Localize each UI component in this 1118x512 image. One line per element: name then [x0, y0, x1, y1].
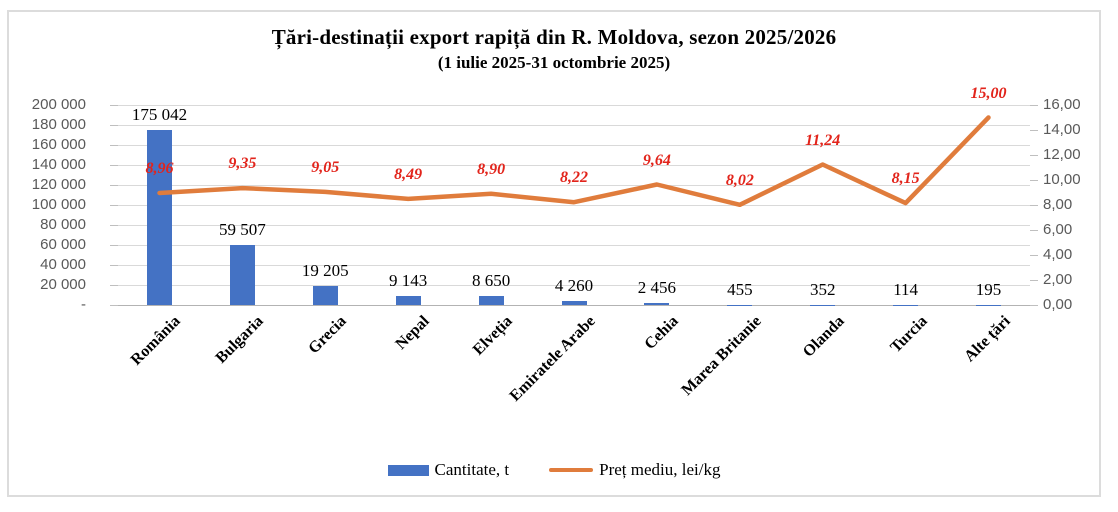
bar-romania: [146, 129, 172, 305]
bar-cehia: [644, 302, 670, 305]
gridline: [118, 105, 1030, 106]
left-axis-label: 60 000: [40, 236, 86, 253]
bar-value-label-grecia: 19 205: [301, 260, 349, 280]
chart-border: [7, 10, 1101, 497]
left-axis-label: 20 000: [40, 276, 86, 293]
right-axis-tick: [1030, 130, 1038, 131]
gridline: [118, 265, 1030, 266]
price-line: [157, 115, 991, 208]
gridline: [118, 285, 1030, 286]
bar-value-label-nepal: 9 143: [389, 270, 428, 290]
gridline: [118, 165, 1030, 166]
right-axis-tick: [1030, 155, 1038, 156]
left-axis-label: 100 000: [31, 196, 86, 213]
right-axis-label: 2,00: [1043, 271, 1073, 288]
price-line-series: [157, 115, 991, 208]
left-axis-tick: [110, 225, 118, 226]
bar-grecia: [312, 285, 338, 305]
left-axis-label: 80 000: [40, 216, 86, 233]
right-axis-label: 8,00: [1043, 196, 1073, 213]
left-axis-tick: [110, 305, 118, 306]
bar-value-label-marea-britanie: 455: [727, 279, 753, 299]
right-axis-label: 14,00: [1043, 121, 1081, 138]
left-axis-tick: [110, 245, 118, 246]
left-axis-label: 140 000: [31, 156, 86, 173]
left-axis-label: 200 000: [31, 96, 86, 113]
bar-swatch-icon: [387, 464, 429, 476]
legend-item-pret: Preț mediu, lei/kg: [549, 460, 720, 480]
bar-value-label-elvetia: 8 650: [471, 271, 511, 291]
bar-value-label-bulgaria: 59 507: [218, 220, 266, 240]
price-label-turcia: 8,15: [891, 170, 920, 188]
bar-value-label-olanda: 352: [809, 279, 836, 299]
price-label-cehia: 9,64: [642, 151, 671, 169]
left-axis-label: -: [81, 296, 86, 313]
gridline: [118, 205, 1030, 206]
left-axis-tick: [110, 165, 118, 166]
right-axis-tick: [1030, 105, 1038, 106]
line-swatch-icon: [549, 467, 594, 473]
right-axis-label: 12,00: [1043, 146, 1081, 163]
chart-title: Țări-destinații export rapiță din R. Mol…: [271, 25, 837, 49]
right-axis-label: 6,00: [1043, 221, 1073, 238]
price-label-grecia: 9,05: [311, 158, 340, 176]
price-label-nepal: 8,49: [394, 165, 423, 183]
right-axis-label: 4,00: [1043, 246, 1073, 263]
right-axis-tick: [1030, 305, 1038, 306]
right-axis-tick: [1030, 205, 1038, 206]
price-label-olanda: 11,24: [805, 131, 841, 149]
gridline: [118, 185, 1030, 186]
right-axis-label: 0,00: [1043, 296, 1073, 313]
right-axis-tick: [1030, 280, 1038, 281]
price-label-elvetia: 8,90: [477, 160, 506, 178]
bar-value-label-emiratele-arabe: 4 260: [554, 275, 594, 295]
right-axis-tick: [1030, 180, 1038, 181]
chart-subtitle: (1 iulie 2025-31 octombrie 2025): [437, 53, 671, 72]
left-axis-tick: [110, 185, 118, 186]
left-axis-label: 160 000: [31, 136, 86, 153]
bar-value-label-cehia: 2 456: [637, 277, 677, 297]
bar-value-label-alte-tari: 195: [975, 279, 1002, 299]
left-axis-tick: [110, 105, 118, 106]
price-label-emiratele-arabe: 8,22: [560, 169, 588, 187]
bar-value-label-turcia: 114: [893, 279, 919, 299]
x-axis-line: [118, 305, 1030, 306]
left-axis-tick: [110, 125, 118, 126]
right-axis-label: 16,00: [1043, 96, 1081, 113]
left-axis-label: 40 000: [40, 256, 86, 273]
price-label-romania: 8,96: [145, 160, 174, 177]
right-axis-label: 10,00: [1043, 171, 1081, 188]
bar-value-label-romania: 175 042: [131, 104, 188, 124]
legend-item-cantitate: Cantitate, t: [387, 460, 510, 480]
bar-nepal: [395, 295, 421, 305]
gridline: [118, 125, 1030, 126]
legend-label-cantitate: Cantitate, t: [434, 460, 510, 479]
right-axis-tick: [1030, 230, 1038, 231]
gridline: [118, 145, 1030, 146]
gridline: [118, 245, 1030, 246]
left-axis-tick: [110, 265, 118, 266]
price-label-marea-britanie: 8,02: [725, 171, 754, 189]
legend: Cantitate, t Preț mediu, lei/kg: [0, 460, 1108, 480]
left-axis-label: 120 000: [31, 176, 86, 193]
right-axis-tick: [1030, 255, 1038, 256]
bar-emiratele-arabe: [561, 300, 587, 305]
left-axis-tick: [110, 205, 118, 206]
left-axis-tick: [110, 145, 118, 146]
bar-elvetia: [478, 296, 504, 305]
bar-bulgaria: [229, 245, 255, 305]
left-axis-label: 180 000: [31, 116, 86, 133]
price-label-alte-tari: 15,00: [970, 84, 1007, 102]
legend-label-pret: Preț mediu, lei/kg: [599, 460, 721, 479]
left-axis-tick: [110, 285, 118, 286]
gridline: [118, 225, 1030, 226]
price-label-bulgaria: 9,35: [228, 155, 257, 173]
